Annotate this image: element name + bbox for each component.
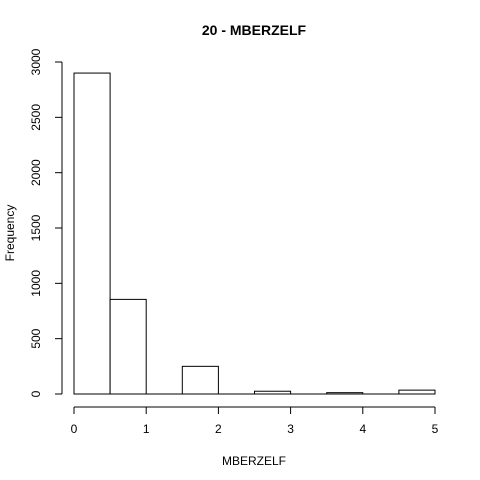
x-tick-label: 2 xyxy=(215,422,222,436)
histogram-bar xyxy=(326,392,364,395)
y-tick-label: 1000 xyxy=(29,270,43,297)
y-tick-label: 2500 xyxy=(29,104,43,131)
histogram-bar xyxy=(181,365,219,395)
y-tick-label: 0 xyxy=(29,390,43,397)
x-tick-label: 5 xyxy=(432,422,439,436)
chart-title: 20 - MBERZELF xyxy=(202,22,307,38)
y-axis: 0 500 1000 1500 2000 2500 3000 xyxy=(29,48,63,397)
y-tick-label: 1500 xyxy=(29,214,43,241)
x-tick-label: 3 xyxy=(287,422,294,436)
histogram-bar xyxy=(398,389,436,395)
y-tick-label: 500 xyxy=(29,328,43,348)
histogram-bar xyxy=(109,298,147,395)
histogram-bars xyxy=(73,72,436,395)
y-axis-label: Frequency xyxy=(3,205,17,262)
histogram-bar xyxy=(254,390,292,395)
y-tick-label: 2000 xyxy=(29,159,43,186)
x-tick-label: 0 xyxy=(71,422,78,436)
x-axis: 0 1 2 3 4 5 xyxy=(71,406,439,436)
histogram-bar xyxy=(73,72,111,395)
y-tick-label: 3000 xyxy=(29,48,43,75)
x-axis-label: MBERZELF xyxy=(222,454,286,468)
x-tick-label: 4 xyxy=(359,422,366,436)
x-tick-label: 1 xyxy=(143,422,150,436)
